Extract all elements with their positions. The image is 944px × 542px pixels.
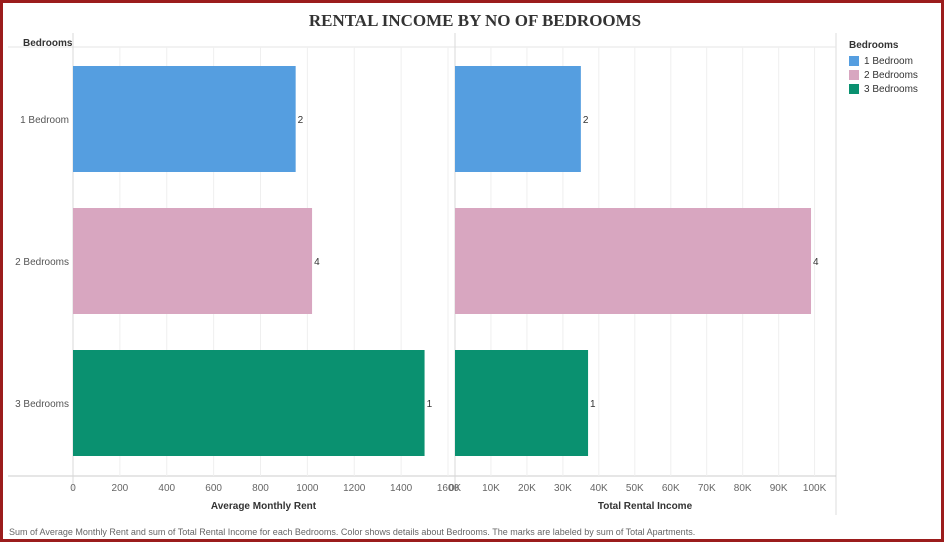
legend-label: 2 Bedrooms xyxy=(864,69,918,81)
x-tick-label: 70K xyxy=(698,483,716,494)
x-tick-label: 1400 xyxy=(390,483,413,494)
bar xyxy=(455,208,812,314)
legend-swatch xyxy=(849,84,859,94)
x-tick-label: 400 xyxy=(158,483,175,494)
x-tick-label: 0K xyxy=(449,483,462,494)
bar xyxy=(455,66,581,172)
x-axis-title: Total Rental Income xyxy=(598,501,693,512)
legend: Bedrooms 1 Bedroom 2 Bedrooms 3 Bedrooms xyxy=(849,40,918,96)
data-label: 1 xyxy=(427,399,433,410)
x-tick-label: 1000 xyxy=(296,483,319,494)
x-tick-label: 200 xyxy=(112,483,129,494)
x-tick-label: 40K xyxy=(590,483,608,494)
data-label: 2 xyxy=(298,115,304,126)
bar xyxy=(455,350,589,456)
x-tick-label: 1600 xyxy=(437,483,460,494)
legend-swatch xyxy=(849,56,859,66)
x-tick-label: 50K xyxy=(626,483,644,494)
legend-item-2-bedrooms[interactable]: 2 Bedrooms xyxy=(849,68,918,82)
legend-swatch xyxy=(849,70,859,80)
x-tick-label: 600 xyxy=(205,483,222,494)
x-tick-label: 1200 xyxy=(343,483,366,494)
legend-label: 1 Bedroom xyxy=(864,55,913,67)
legend-item-1-bedroom[interactable]: 1 Bedroom xyxy=(849,54,918,68)
y-category-label: 2 Bedrooms xyxy=(15,257,69,268)
data-label: 4 xyxy=(314,257,320,268)
y-category-label: 1 Bedroom xyxy=(20,115,69,126)
bar xyxy=(73,350,425,456)
chart-caption: Sum of Average Monthly Rent and sum of T… xyxy=(9,527,696,537)
row-header: Bedrooms xyxy=(23,38,73,49)
x-tick-label: 10K xyxy=(482,483,500,494)
x-tick-label: 80K xyxy=(734,483,752,494)
chart-title: RENTAL INCOME BY NO OF BEDROOMS xyxy=(308,11,642,30)
x-tick-label: 30K xyxy=(554,483,572,494)
x-tick-label: 100K xyxy=(803,483,827,494)
legend-title: Bedrooms xyxy=(849,40,899,51)
x-tick-label: 90K xyxy=(770,483,788,494)
bar xyxy=(73,66,296,172)
legend-item-3-bedrooms[interactable]: 3 Bedrooms xyxy=(849,82,918,96)
x-tick-label: 20K xyxy=(518,483,536,494)
x-tick-label: 800 xyxy=(252,483,269,494)
data-label: 1 xyxy=(590,399,596,410)
legend-label: 3 Bedrooms xyxy=(864,83,918,95)
x-tick-label: 60K xyxy=(662,483,680,494)
x-axis-title: Average Monthly Rent xyxy=(211,501,317,512)
data-label: 4 xyxy=(813,257,819,268)
bar xyxy=(73,208,313,314)
y-category-label: 3 Bedrooms xyxy=(15,399,69,410)
data-label: 2 xyxy=(583,115,589,126)
x-tick-label: 0 xyxy=(70,483,76,494)
